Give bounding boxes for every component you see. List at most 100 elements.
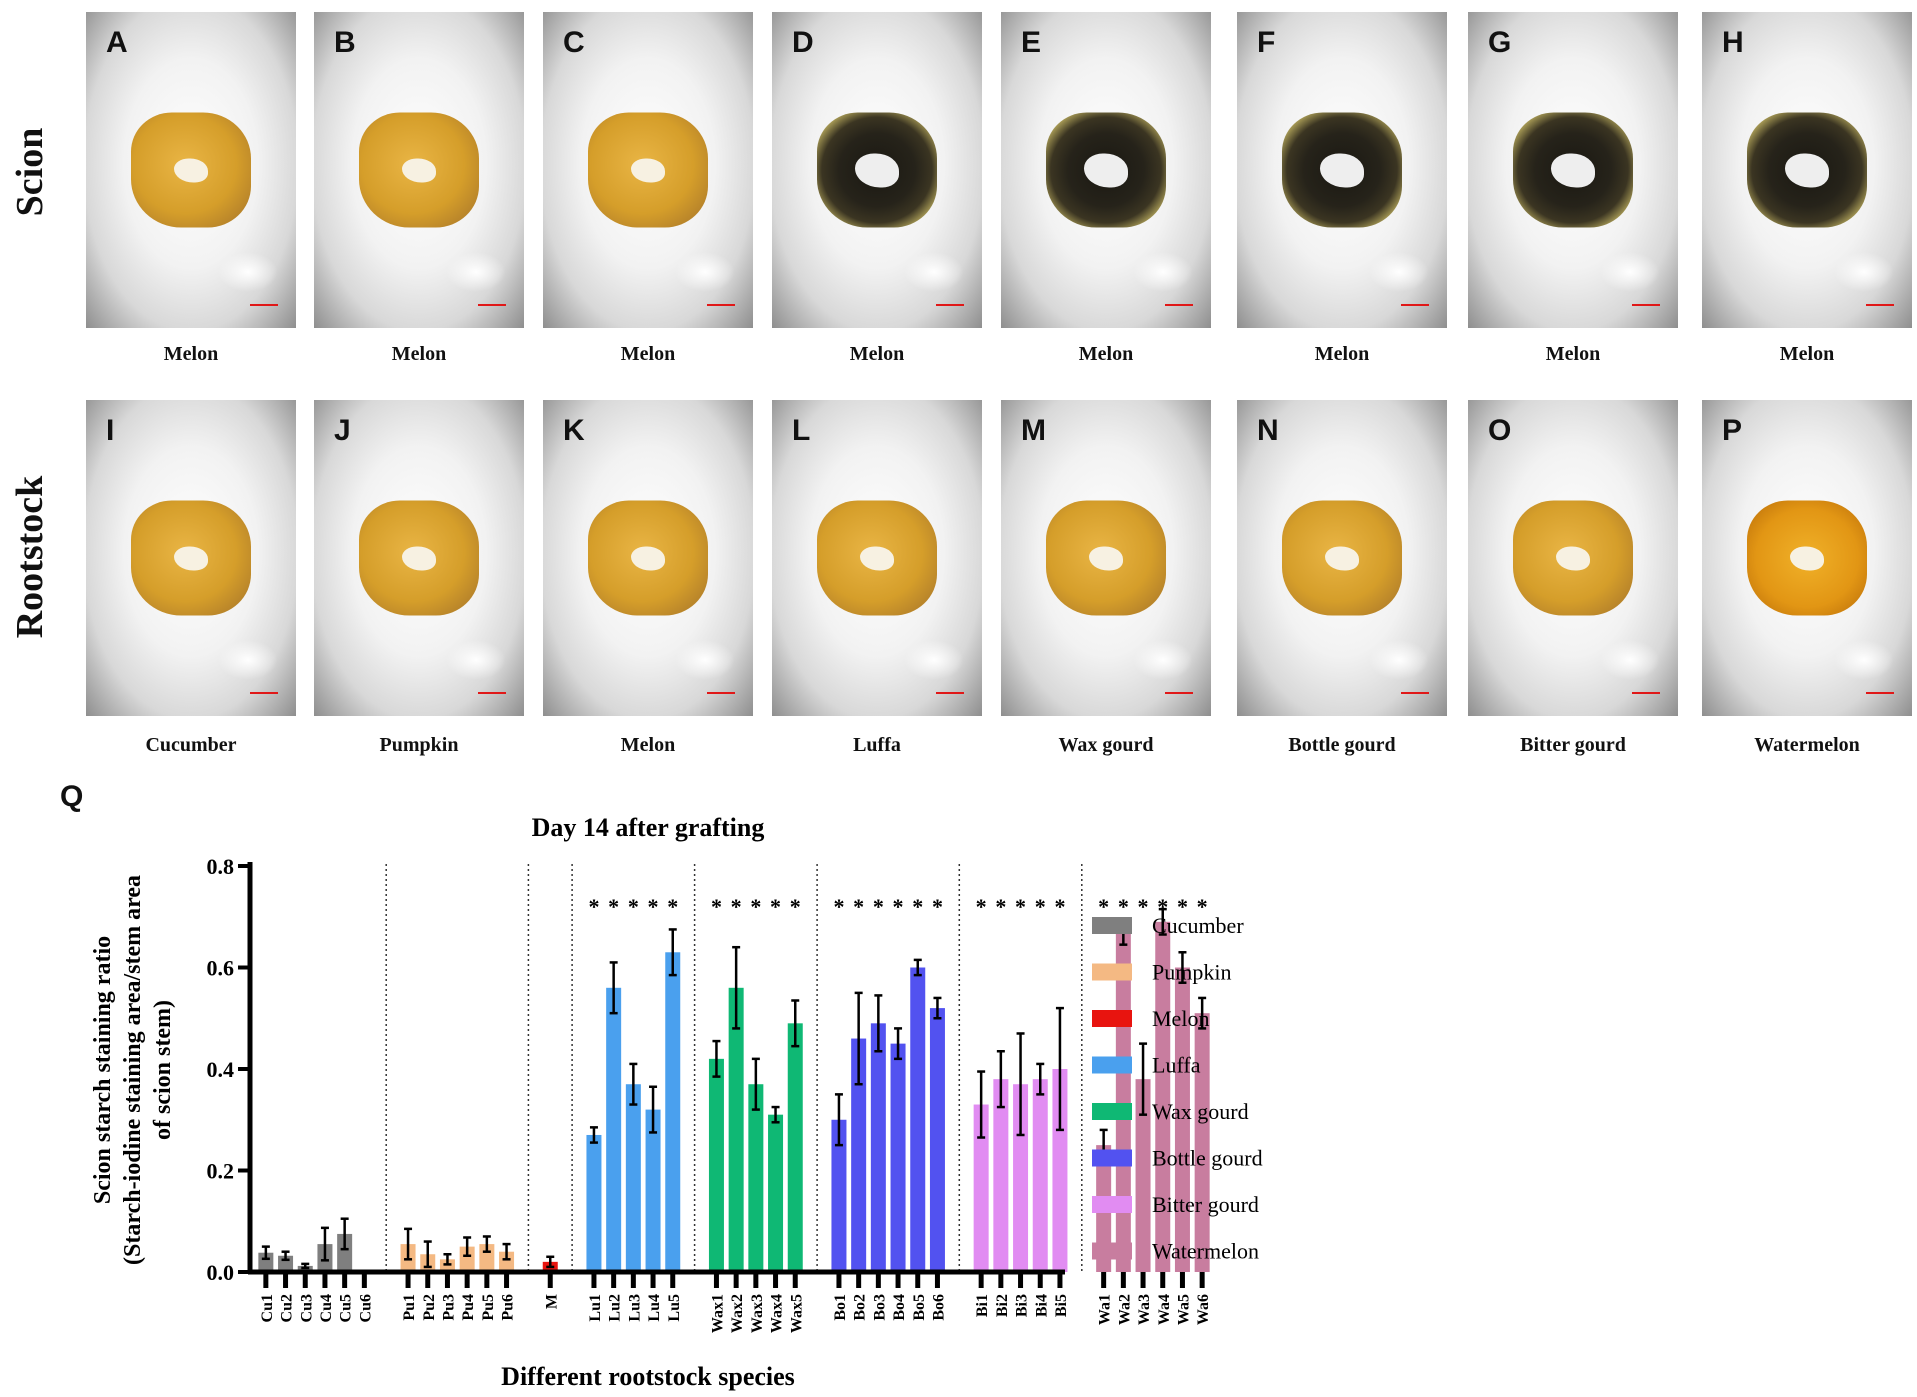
x-tick-label-Bi4: Bi4 (1033, 1294, 1050, 1317)
significance-star-Wax4: * (770, 894, 781, 919)
legend-label-bottle-gourd: Bottle gourd (1152, 1146, 1263, 1171)
pith-cavity (631, 158, 665, 182)
panel-letter-q: Q (60, 780, 84, 813)
bar-Bo4 (890, 1043, 906, 1272)
significance-star-Bi5: * (1054, 894, 1065, 919)
light-glare (904, 252, 964, 292)
x-tick-label-Bi2: Bi2 (994, 1294, 1011, 1317)
scion-panel-b: B (314, 12, 524, 328)
stem-cross-section-image (131, 112, 251, 228)
scion-panel-h: H (1702, 12, 1912, 328)
pith-cavity (402, 546, 436, 570)
significance-star-Bo1: * (833, 894, 844, 919)
legend-label-luffa: Luffa (1152, 1053, 1201, 1078)
y-axis-label-line-1: Scion starch staining ratio (90, 936, 116, 1204)
scale-bar (250, 304, 278, 306)
pith-cavity (402, 158, 436, 182)
x-tick-label-Cu1: Cu1 (259, 1294, 276, 1322)
legend-swatch-wax-gourd (1092, 1103, 1132, 1120)
bar-Bi1 (973, 1104, 989, 1272)
pith-cavity (174, 546, 208, 570)
significance-star-Wa1: * (1098, 894, 1109, 919)
legend-swatch-pumpkin (1092, 963, 1132, 981)
scale-bar (250, 692, 278, 694)
stem-cross-section-image (817, 112, 937, 228)
legend-swatch-bottle-gourd (1092, 1149, 1132, 1167)
stem-cross-section-image (1513, 112, 1633, 228)
x-tick-label-Cu2: Cu2 (279, 1294, 296, 1322)
scale-bar (707, 692, 735, 694)
significance-star-Bo4: * (893, 894, 904, 919)
pith-cavity (1084, 153, 1128, 187)
legend-swatch-melon (1092, 1010, 1132, 1027)
light-glare (218, 640, 278, 680)
bar-Pu3 (439, 1259, 455, 1272)
significance-star-Lu3: * (628, 894, 639, 919)
scion-caption-d: Melon (849, 343, 905, 365)
legend-label-watermelon: Watermelon (1152, 1239, 1259, 1264)
panel-letter: A (106, 26, 128, 59)
scale-bar (1165, 304, 1193, 306)
bar-Pu4 (459, 1246, 475, 1272)
significance-star-Bo5: * (912, 894, 923, 919)
x-tick-label-Lu1: Lu1 (587, 1294, 604, 1322)
pith-cavity (1785, 153, 1829, 187)
light-glare (446, 640, 506, 680)
bar-Lu4 (645, 1109, 661, 1272)
rootstock-caption-k: Melon (620, 734, 676, 756)
scale-bar (707, 304, 735, 306)
stem-cross-section-image (1747, 112, 1867, 228)
stem-cross-section-image (359, 112, 479, 228)
bar-Bi5 (1052, 1069, 1068, 1272)
significance-star-Wax1: * (711, 894, 722, 919)
significance-star-Bi3: * (1015, 894, 1026, 919)
bar-Wax1 (708, 1058, 724, 1272)
chart-title: Day 14 after grafting (532, 813, 765, 842)
panel-letter: P (1722, 414, 1743, 447)
legend-label-melon: Melon (1152, 1006, 1209, 1031)
panel-letter: L (792, 414, 811, 447)
legend-swatch-cucumber (1092, 917, 1132, 934)
pith-cavity (1320, 153, 1364, 187)
x-tick-label-Cu3: Cu3 (298, 1294, 315, 1322)
significance-star-Bi4: * (1035, 894, 1046, 919)
starch-ratio-chart: Day 14 after grafting Scion starch staini… (90, 813, 1263, 1391)
rootstock-caption-n: Bottle gourd (1288, 734, 1396, 756)
x-tick-label-Wax4: Wax4 (769, 1294, 786, 1333)
scion-caption-b: Melon (391, 343, 447, 365)
significance-star-Wa4: * (1157, 894, 1168, 919)
x-tick-label-Wax5: Wax5 (788, 1294, 805, 1333)
panel-letter: I (106, 414, 115, 447)
bar-Wa5 (1174, 967, 1190, 1272)
pith-cavity (631, 546, 665, 570)
row-label-scion: Scion (9, 127, 51, 217)
rootstock-caption-j: Pumpkin (379, 734, 459, 756)
bar-Wax5 (787, 1023, 803, 1272)
x-tick-label-Wa4: Wa4 (1156, 1294, 1173, 1325)
panel-letter: O (1488, 414, 1512, 447)
panel-letter: G (1488, 26, 1512, 59)
rootstock-panel-m: M (1001, 400, 1211, 716)
stem-cross-section-image (1046, 112, 1166, 228)
scale-bar (1632, 304, 1660, 306)
x-axis-label: Different rootstock species (501, 1362, 795, 1391)
scale-bar (478, 304, 506, 306)
bar-Bo5 (910, 967, 926, 1272)
x-tick-label-Bo1: Bo1 (832, 1294, 849, 1321)
x-tick-label-Pu3: Pu3 (440, 1294, 457, 1321)
x-tick-label-Pu1: Pu1 (401, 1294, 418, 1321)
y-axis-label-line-3: of scion stem) (150, 1000, 176, 1140)
x-tick-label-Lu2: Lu2 (607, 1294, 624, 1322)
rootstock-caption-m: Wax gourd (1058, 734, 1154, 756)
light-glare (1133, 252, 1193, 292)
panel-letter: E (1021, 26, 1042, 59)
stem-cross-section-image (1282, 500, 1402, 616)
x-tick-label-Wax3: Wax3 (749, 1294, 766, 1333)
light-glare (1600, 640, 1660, 680)
rootstock-caption-p: Watermelon (1754, 734, 1860, 756)
bar-Cu1 (258, 1252, 274, 1272)
bar-Lu1 (586, 1134, 602, 1272)
scion-panel-g: G (1468, 12, 1678, 328)
light-glare (218, 252, 278, 292)
pith-cavity (174, 158, 208, 182)
